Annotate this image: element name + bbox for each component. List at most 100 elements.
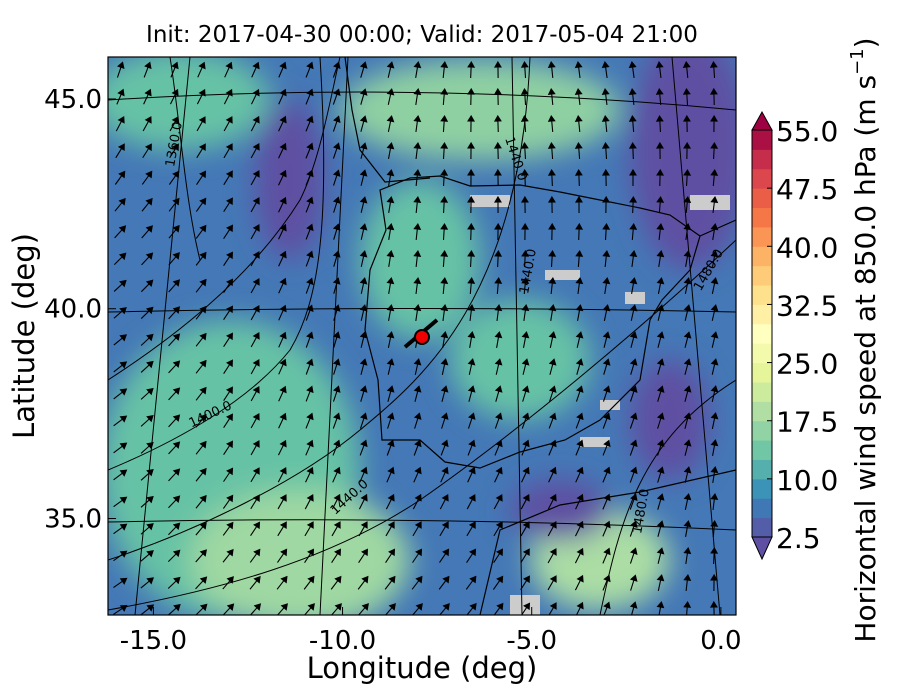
wind-arrow xyxy=(250,413,260,429)
wind-arrow xyxy=(547,548,557,564)
wind-arrow xyxy=(547,493,557,510)
wind-arrow xyxy=(386,115,395,132)
wind-arrow xyxy=(629,304,638,321)
wind-arrow xyxy=(332,88,341,105)
wind-arrow xyxy=(710,519,719,538)
wind-arrow xyxy=(223,386,233,402)
wind-arrow xyxy=(467,466,476,483)
wind-arrow xyxy=(467,412,476,429)
wind-arrow xyxy=(386,196,395,213)
wind-arrow xyxy=(304,521,314,537)
wind-arrow xyxy=(548,412,557,429)
colorbar-band xyxy=(752,459,772,480)
wind-arrow xyxy=(656,331,665,348)
colorbar-band xyxy=(752,285,772,305)
wind-arrow xyxy=(710,114,718,133)
wind-arrow xyxy=(520,493,530,510)
wind-arrow xyxy=(548,222,557,241)
wind-arrow xyxy=(116,88,125,105)
colorbar-label-end: ) xyxy=(849,37,882,48)
wind-arrow xyxy=(520,575,530,591)
wind-arrow xyxy=(359,88,368,105)
wind-arrow xyxy=(359,223,368,240)
wind-arrow xyxy=(113,577,128,589)
wind-arrow xyxy=(655,61,664,79)
wind-arrow xyxy=(413,277,422,295)
wind-arrow xyxy=(278,88,287,105)
wind-arrow xyxy=(574,574,584,591)
wind-arrow xyxy=(656,195,665,214)
wind-arrow xyxy=(143,88,152,105)
wind-arrow xyxy=(709,87,718,106)
wind-arrow xyxy=(656,277,665,294)
wind-arrow xyxy=(115,115,125,132)
wind-arrow xyxy=(575,412,584,429)
wind-arrow xyxy=(656,358,665,375)
wind-arrow xyxy=(250,359,260,375)
wind-arrow xyxy=(602,466,611,483)
wind-arrow xyxy=(601,141,610,160)
wind-arrow xyxy=(332,115,341,132)
wind-arrow xyxy=(494,385,503,402)
colorbar-band xyxy=(752,343,772,364)
wind-arrow xyxy=(439,493,449,510)
wind-arrow xyxy=(386,304,395,321)
wind-arrow xyxy=(168,170,180,185)
x-axis-label: Longitude (deg) xyxy=(307,651,538,685)
wind-arrow xyxy=(602,520,611,537)
wind-arrow xyxy=(710,466,719,483)
wind-arrow xyxy=(305,115,314,132)
wind-arrow xyxy=(114,225,127,239)
wind-arrow xyxy=(440,304,449,322)
wind-arrow xyxy=(683,331,692,348)
wind-arrow xyxy=(440,114,449,133)
wind-arrow xyxy=(494,249,503,268)
wind-arrow xyxy=(305,61,314,78)
colorbar-band xyxy=(752,440,772,460)
wind-arrow xyxy=(710,358,719,375)
wind-arrow xyxy=(629,385,638,402)
wind-arrow xyxy=(305,439,314,456)
wind-arrow xyxy=(278,142,287,159)
wind-arrow xyxy=(250,115,260,132)
wind-arrow xyxy=(113,334,127,346)
wind-arrow xyxy=(386,331,395,348)
wind-arrow xyxy=(305,196,314,213)
wind-arrow xyxy=(629,601,638,615)
wind-arrow xyxy=(359,196,368,213)
wind-arrow xyxy=(359,439,368,456)
wind-arrow xyxy=(305,169,314,186)
wind-arrow xyxy=(332,304,341,321)
wind-arrow xyxy=(494,331,503,348)
wind-arrow xyxy=(628,114,637,133)
wind-arrow xyxy=(628,141,637,160)
colorbar-band xyxy=(752,498,772,519)
wind-arrow xyxy=(683,547,692,564)
wind-arrow xyxy=(195,549,207,563)
wind-arrow xyxy=(332,277,341,294)
wind-arrow xyxy=(601,168,610,187)
wind-arrow xyxy=(629,574,638,591)
colorbar-label-text: Horizontal wind speed at 850.0 hPa (m s xyxy=(849,75,882,643)
wind-arrow xyxy=(386,358,395,375)
wind-arrow xyxy=(141,197,153,212)
wind-arrow xyxy=(223,413,233,429)
wind-arrow xyxy=(196,143,206,159)
wind-arrow xyxy=(140,577,154,589)
wind-arrow xyxy=(167,576,181,589)
wind-arrow xyxy=(305,412,314,429)
wind-arrow xyxy=(195,603,208,615)
wind-arrow xyxy=(223,170,233,186)
wind-arrow xyxy=(629,358,638,375)
wind-arrow xyxy=(332,412,341,429)
wind-arrow xyxy=(493,87,502,106)
wind-arrow xyxy=(140,387,154,400)
wind-arrow xyxy=(305,250,314,267)
wind-arrow xyxy=(113,388,128,400)
wind-arrow xyxy=(629,277,638,294)
wind-arrow xyxy=(249,575,261,590)
y-tick-label: 40.0 xyxy=(44,295,102,325)
x-tick-label: -15.0 xyxy=(120,626,187,656)
wind-arrow xyxy=(602,249,611,268)
wind-arrow xyxy=(574,547,584,564)
